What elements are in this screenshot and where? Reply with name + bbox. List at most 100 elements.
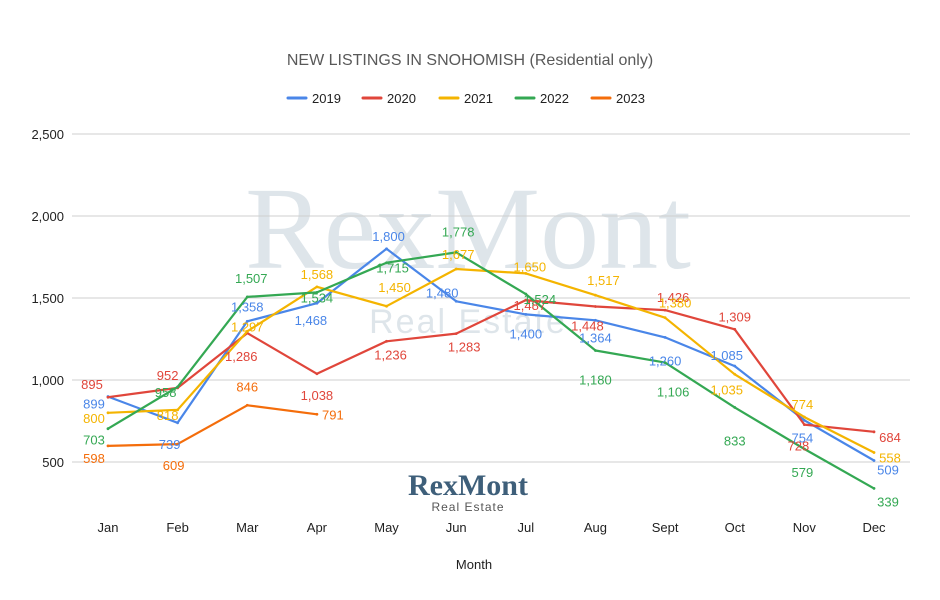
- data-point: [315, 372, 319, 376]
- data-label: 1,358: [231, 299, 264, 314]
- data-point: [524, 298, 528, 302]
- data-point: [663, 308, 667, 312]
- data-label: 1,715: [376, 261, 409, 276]
- data-label: 1,297: [231, 319, 264, 334]
- legend-label: 2022: [540, 91, 569, 106]
- data-label: 754: [792, 430, 814, 445]
- y-tick-label: 2,500: [31, 127, 64, 142]
- data-label: 1,778: [442, 224, 475, 239]
- data-point: [176, 442, 180, 446]
- x-axis-ticks: Jan Feb Mar Apr May Jun Jul Aug Sept Oct Nov Dec: [98, 520, 887, 535]
- data-point: [524, 313, 528, 316]
- data-point: [872, 451, 876, 454]
- data-point: [315, 301, 319, 305]
- data-label: 1,800: [372, 229, 405, 244]
- data-label: 509: [877, 463, 899, 478]
- logo-tagline: Real Estate: [431, 500, 504, 514]
- data-label: 1,426: [657, 290, 690, 305]
- x-axis-label: Month: [456, 557, 492, 572]
- data-label: 1,450: [378, 280, 411, 295]
- legend-label: 2021: [464, 91, 493, 106]
- data-label: 1,286: [225, 349, 258, 364]
- data-point: [106, 427, 110, 431]
- x-tick-label: Jun: [446, 520, 467, 535]
- data-point: [733, 372, 737, 376]
- data-label: 579: [792, 465, 814, 480]
- x-tick-label: May: [374, 520, 399, 535]
- data-label: 558: [879, 450, 901, 465]
- data-point: [106, 411, 110, 415]
- data-label: 1,524: [524, 292, 557, 307]
- data-point: [106, 395, 110, 399]
- x-tick-label: Aug: [584, 520, 607, 535]
- data-label: 1,568: [301, 267, 334, 282]
- data-label: 609: [163, 458, 185, 473]
- logo: RexMont Real Estate: [408, 469, 528, 514]
- series-line-2022: [106, 251, 876, 490]
- x-tick-label: Feb: [166, 520, 188, 535]
- data-label: 1,448: [571, 319, 604, 334]
- data-label: 952: [157, 368, 179, 383]
- data-label: 1,035: [710, 382, 743, 397]
- data-point: [385, 339, 388, 343]
- data-point: [872, 487, 876, 490]
- data-point: [802, 423, 806, 427]
- data-label: 598: [83, 451, 105, 466]
- data-point: [315, 412, 319, 416]
- legend-label: 2019: [312, 91, 341, 106]
- data-label: 958: [155, 385, 177, 400]
- x-tick-label: Mar: [236, 520, 259, 535]
- data-point: [245, 403, 249, 407]
- data-label: 800: [83, 411, 105, 426]
- data-point: [524, 272, 528, 275]
- data-point: [524, 292, 528, 296]
- x-tick-label: Oct: [725, 520, 746, 535]
- data-point: [385, 304, 388, 308]
- data-point: [454, 299, 458, 303]
- data-label: 1,283: [448, 340, 481, 355]
- legend-item: 2021: [438, 91, 493, 106]
- data-point: [802, 447, 806, 451]
- watermark-subtext: Real Estate: [369, 303, 567, 341]
- x-tick-label: Jan: [98, 520, 119, 535]
- data-point: [733, 364, 737, 368]
- data-label: 791: [322, 407, 344, 422]
- series-line-2021: [106, 267, 876, 454]
- data-point: [872, 459, 876, 462]
- data-label: 684: [879, 430, 901, 445]
- data-point: [245, 329, 249, 333]
- series-line-2019: [106, 247, 876, 462]
- legend-item: 2022: [514, 91, 569, 106]
- x-tick-label: Sept: [652, 520, 679, 535]
- y-tick-label: 1,000: [31, 373, 64, 388]
- x-tick-label: Jul: [518, 520, 535, 535]
- data-label: 1,400: [510, 326, 543, 341]
- data-labels: 899 739 1,358 1,468 1,800 1,480 1,400 1,364 1,26…: [81, 224, 901, 509]
- x-tick-label: Nov: [793, 520, 817, 535]
- data-point: [176, 408, 180, 412]
- data-point: [594, 318, 597, 322]
- data-point: [176, 385, 180, 389]
- data-label: 899: [83, 397, 105, 412]
- chart-title: NEW LISTINGS IN SNOHOMISH (Residential o…: [287, 52, 653, 69]
- data-label: 1,480: [426, 285, 459, 300]
- data-point: [802, 415, 806, 419]
- data-label: 1,487: [514, 298, 547, 313]
- data-label: 1,517: [587, 273, 620, 288]
- y-tick-label: 1,500: [31, 291, 64, 306]
- data-label: 1,507: [235, 271, 268, 286]
- data-label: 895: [81, 377, 103, 392]
- x-tick-label: Apr: [307, 520, 328, 535]
- series-line-2023: [106, 404, 318, 447]
- data-point: [245, 319, 249, 323]
- data-point: [454, 251, 458, 254]
- data-label: 833: [724, 433, 746, 448]
- data-label: 846: [236, 379, 258, 394]
- data-label: 728: [788, 439, 810, 454]
- data-point: [454, 332, 458, 335]
- data-label: 1,364: [579, 330, 612, 345]
- data-label: 1,468: [295, 313, 328, 328]
- data-label: 1,106: [657, 385, 690, 400]
- data-label: 1,380: [659, 296, 692, 311]
- legend-item: 2020: [361, 91, 416, 106]
